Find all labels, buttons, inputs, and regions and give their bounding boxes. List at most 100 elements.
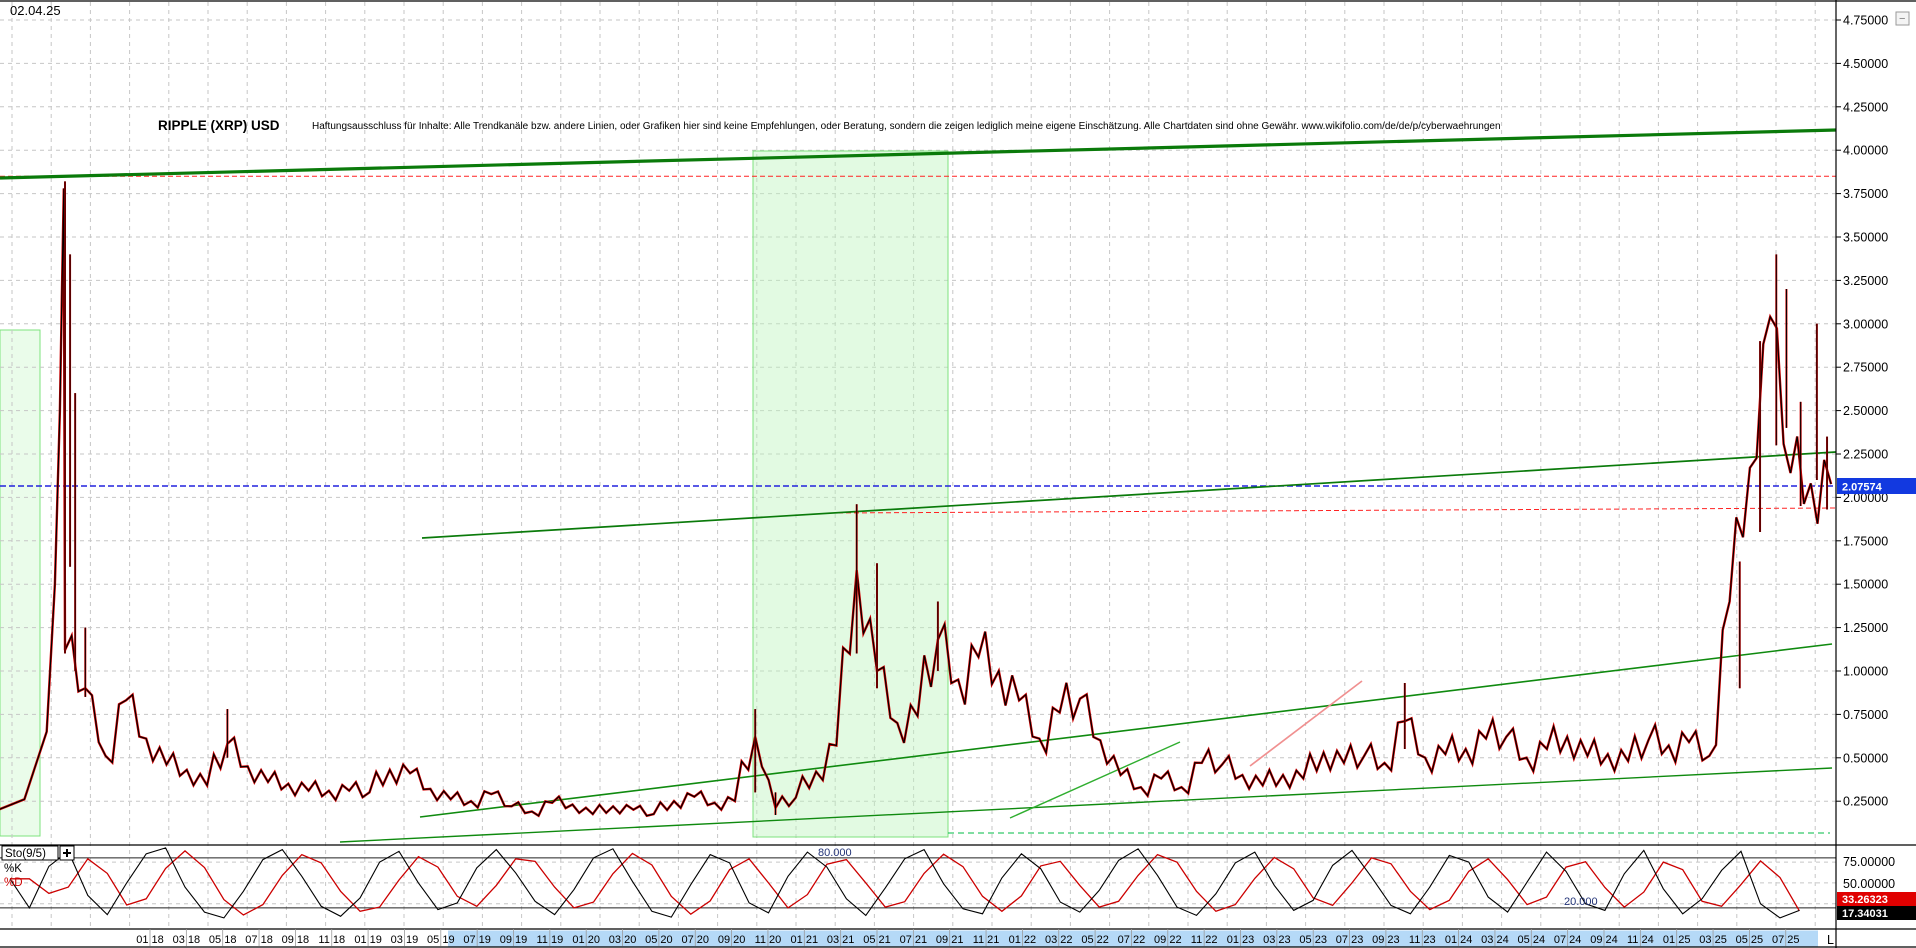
minus-icon: −: [1899, 13, 1905, 25]
time-axis-label: 07 24: [1554, 934, 1582, 946]
price-axis-label: 4.50000: [1843, 57, 1888, 71]
price-axis-label: 0.25000: [1843, 795, 1888, 809]
time-axis-label: 09 19: [500, 934, 528, 946]
gridlines: [0, 2, 1836, 929]
upper-green-channel: [0, 128, 1837, 180]
time-axis-label: 09 23: [1372, 934, 1400, 946]
time-axis-label: 07 18: [245, 934, 273, 946]
time-axis-label: 03 22: [1045, 934, 1073, 946]
mid-green-trendline: [421, 451, 1837, 539]
time-axis-label: 03 20: [609, 934, 637, 946]
time-axis-label: 11 21: [973, 934, 1000, 946]
time-axis-label: 03 23: [1263, 934, 1291, 946]
stochastic-indicator-label[interactable]: Sto(9/5): [1, 845, 59, 861]
price-axis-label: 3.00000: [1843, 317, 1888, 331]
price-axis-label: 3.75000: [1843, 187, 1888, 201]
time-axis-label: 01 20: [572, 934, 600, 946]
time-axis-label: 03 18: [173, 934, 201, 946]
price-axis-label: 1.25000: [1843, 621, 1888, 635]
time-axis-label: 01 21: [791, 934, 819, 946]
stoch-k-value-tag: 17.34031: [1837, 906, 1916, 920]
time-axis-label: 01 24: [1445, 934, 1473, 946]
price-axis-label: 0.50000: [1843, 751, 1888, 765]
time-axis-label: 05 18: [209, 934, 237, 946]
collapse-axis-button[interactable]: −: [1895, 11, 1910, 26]
time-axis-label: 09 21: [936, 934, 964, 946]
time-axis-label: 11 20: [755, 934, 782, 946]
time-axis-label: 03 25: [1699, 934, 1727, 946]
time-axis-label: 11 23: [1409, 934, 1436, 946]
steep-light-green: [1009, 741, 1181, 819]
time-axis-label: 09 22: [1154, 934, 1182, 946]
time-axis-label: 11 22: [1191, 934, 1218, 946]
time-axis-label: 11 24: [1627, 934, 1654, 946]
price-axis-label: 1.75000: [1843, 534, 1888, 548]
price-axis-label: 2.50000: [1843, 404, 1888, 418]
time-axis-label: 07 23: [1336, 934, 1364, 946]
price-axis-label: 2.25000: [1843, 448, 1888, 462]
time-axis-label: 09 20: [718, 934, 746, 946]
time-axis-label: 03 19: [391, 934, 419, 946]
time-axis-label: 01 25: [1663, 934, 1691, 946]
time-axis-label: 07 22: [1118, 934, 1146, 946]
current-price-value: 2.07574: [1842, 482, 1883, 494]
horizontal-levels: [0, 175, 1837, 834]
time-axis-label: 01 18: [136, 934, 164, 946]
time-axis-label: 01 23: [1227, 934, 1255, 946]
time-axis-label: 01 22: [1009, 934, 1037, 946]
time-axis-label: 05 22: [1081, 934, 1109, 946]
stoch-axis-50: 50.00000: [1843, 877, 1895, 891]
chart-date-label: 02.04.25: [10, 3, 61, 18]
svg-text:17.34031: 17.34031: [1842, 908, 1888, 920]
price-axis-label: 2.75000: [1843, 361, 1888, 375]
price-axis-label: 4.25000: [1843, 100, 1888, 114]
d-line-label: %D: [4, 877, 23, 889]
time-axis-label: 09 24: [1590, 934, 1618, 946]
upper-level-label: 80.000: [818, 847, 852, 859]
time-axis-label: 09 18: [282, 934, 310, 946]
time-axis-label: 05 23: [1299, 934, 1327, 946]
svg-text:Sto(9/5): Sto(9/5): [5, 848, 46, 860]
disclaimer-text: Haftungsausschluss für Inhalte: Alle Tre…: [312, 121, 1501, 132]
price-axis-label: 1.00000: [1843, 665, 1888, 679]
time-axis-label: 03 21: [827, 934, 855, 946]
chart-title: RIPPLE (XRP) USD: [158, 118, 280, 133]
current-price-tag: 2.07574: [1837, 478, 1916, 494]
time-axis-label: 05 21: [863, 934, 891, 946]
expand-indicator-button[interactable]: [59, 845, 75, 861]
price-axis-label: 3.50000: [1843, 231, 1888, 245]
long-green-support: [419, 643, 1833, 818]
stoch-axis-75: 75.00000: [1843, 855, 1895, 869]
l-marker[interactable]: L: [1827, 933, 1834, 947]
time-axis-label: 07 21: [900, 934, 928, 946]
time-axis-label: 07 19: [463, 934, 491, 946]
price-axis-label: 4.75000: [1843, 14, 1888, 28]
lower-level-label: 20.000: [1564, 896, 1598, 908]
time-axis-label: 01 19: [354, 934, 382, 946]
bottom-green-support: [339, 767, 1833, 843]
accumulation-zones: [0, 329, 1836, 929]
stochastic-panel: [0, 844, 1916, 930]
svg-text:33.26323: 33.26323: [1842, 894, 1888, 906]
price-axis-label: 2.00000: [1843, 491, 1888, 505]
price-axis-label: 4.00000: [1843, 144, 1888, 158]
time-axis-label: 07 20: [681, 934, 709, 946]
price-axis-label: 0.75000: [1843, 708, 1888, 722]
time-axis-label: 07 25: [1772, 934, 1800, 946]
price-axis-label: 3.25000: [1843, 274, 1888, 288]
trendlines: [0, 128, 1837, 843]
time-axis-label: 05 24: [1518, 934, 1546, 946]
k-line-label: %K: [4, 863, 22, 875]
price-series: [0, 181, 1833, 818]
time-axis-label: 05 20: [645, 934, 673, 946]
price-axis-label: 1.50000: [1843, 578, 1888, 592]
time-axis-label: 11 18: [318, 934, 345, 946]
time-axis-label: 05 25: [1736, 934, 1764, 946]
axis-labels[interactable]: 4.75000 4.50000 4.25000 4.00000 3.75000 3.500…: [136, 14, 1888, 947]
time-axis-label: 05 19: [427, 934, 455, 946]
pink-diagonal: [1249, 680, 1363, 767]
stoch-d-value-tag: 33.26323: [1837, 892, 1916, 906]
time-axis-label: 03 24: [1481, 934, 1509, 946]
